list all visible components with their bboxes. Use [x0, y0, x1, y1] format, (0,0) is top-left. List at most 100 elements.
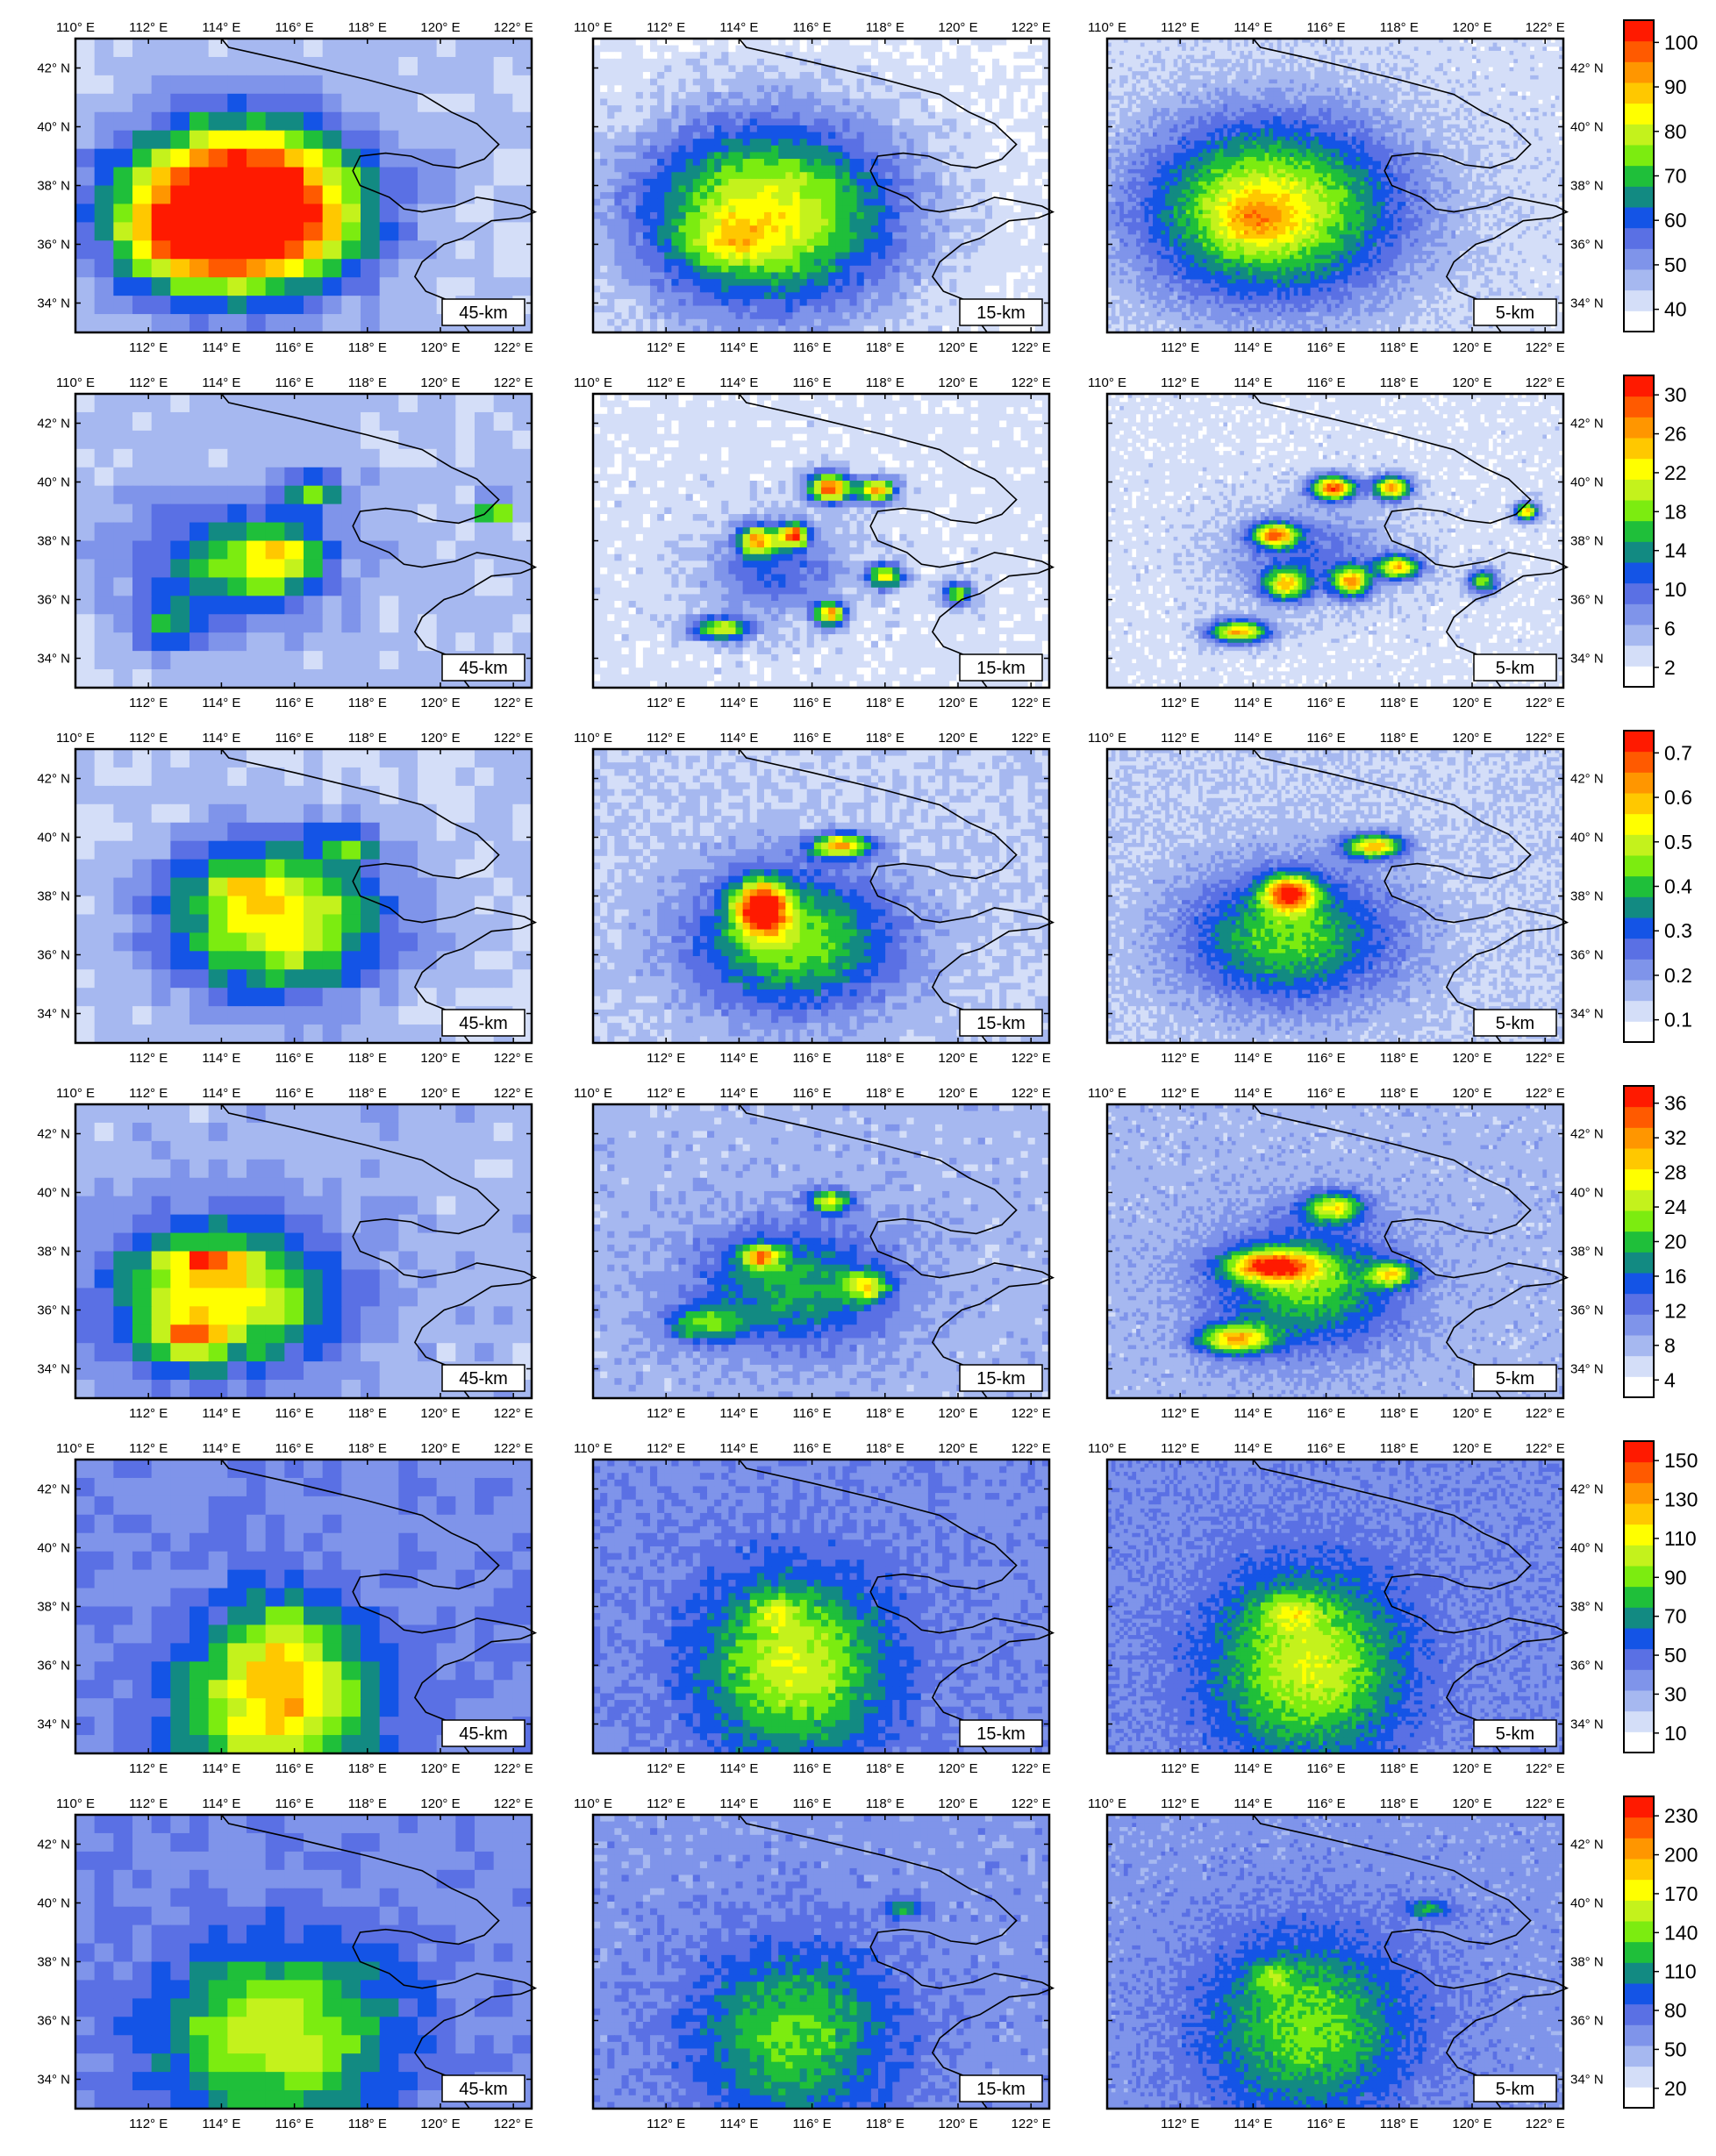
- heatmap-cell: [921, 46, 929, 53]
- heatmap-cell: [636, 92, 644, 99]
- heatmap-cell: [892, 159, 900, 166]
- heatmap-cell: [864, 139, 872, 146]
- heatmap-cell: [607, 139, 615, 146]
- heatmap-cell: [750, 192, 758, 199]
- heatmap-cell: [1013, 99, 1021, 106]
- heatmap-cell: [949, 112, 957, 119]
- heatmap-cell: [629, 159, 637, 166]
- heatmap-cell: [380, 203, 399, 223]
- heatmap-cell: [714, 172, 722, 179]
- heatmap-cell: [743, 186, 751, 193]
- heatmap-cell: [864, 65, 872, 72]
- heatmap-cell: [728, 172, 736, 179]
- heatmap-cell: [942, 219, 950, 226]
- heatmap-cell: [1021, 59, 1029, 66]
- heatmap-cell: [864, 179, 872, 186]
- heatmap-cell: [170, 57, 189, 76]
- heatmap-cell: [600, 159, 608, 166]
- heatmap-cell: [512, 186, 532, 205]
- heatmap-cell: [266, 168, 285, 187]
- heatmap-cell: [757, 219, 765, 226]
- heatmap-cell: [835, 99, 843, 106]
- heatmap-cell: [985, 172, 993, 179]
- heatmap-cell: [629, 112, 637, 119]
- heatmap-cell: [743, 166, 751, 173]
- heatmap-cell: [800, 99, 808, 106]
- heatmap-cell: [835, 192, 843, 199]
- heatmap-cell: [956, 79, 964, 86]
- heatmap-cell: [600, 52, 608, 59]
- heatmap-cell: [971, 186, 979, 193]
- heatmap-cell: [622, 139, 630, 146]
- heatmap-cell: [850, 125, 858, 132]
- heatmap-cell: [914, 179, 922, 186]
- heatmap-cell: [95, 277, 114, 296]
- heatmap-cell: [650, 186, 658, 193]
- heatmap-cell: [700, 125, 708, 132]
- heatmap-cell: [1035, 192, 1043, 199]
- heatmap-cell: [664, 205, 672, 212]
- heatmap-cell: [907, 46, 915, 53]
- heatmap-cell: [323, 314, 342, 333]
- heatmap-cell: [643, 46, 651, 53]
- heatmap-cell: [700, 99, 708, 106]
- heatmap-cell: [850, 52, 858, 59]
- heatmap-cell: [380, 94, 399, 113]
- heatmap-cell: [686, 172, 694, 179]
- heatmap-cell: [657, 105, 665, 112]
- heatmap-cell: [878, 159, 886, 166]
- heatmap-cell: [1006, 212, 1014, 219]
- heatmap-cell: [475, 131, 494, 150]
- heatmap-cell: [757, 212, 765, 219]
- heatmap-cell: [361, 131, 380, 150]
- heatmap-cell: [671, 118, 679, 125]
- heatmap-cell: [935, 132, 943, 139]
- heatmap-cell: [971, 146, 979, 153]
- heatmap-cell: [607, 125, 615, 132]
- heatmap-cell: [1021, 79, 1029, 86]
- heatmap-cell: [857, 99, 865, 106]
- heatmap-cell: [1028, 46, 1036, 53]
- heatmap-cell: [1021, 186, 1029, 193]
- heatmap-cell: [614, 152, 622, 159]
- heatmap-cell: [189, 75, 209, 95]
- heatmap-cell: [842, 105, 850, 112]
- heatmap-cell: [800, 205, 808, 212]
- heatmap-cell: [607, 159, 615, 166]
- heatmap-cell: [636, 125, 644, 132]
- heatmap-cell: [778, 105, 786, 112]
- heatmap-cell: [721, 85, 729, 92]
- heatmap-cell: [914, 92, 922, 99]
- heatmap-cell: [736, 192, 744, 199]
- heatmap-cell: [971, 79, 979, 86]
- heatmap-cell: [949, 52, 957, 59]
- heatmap-cell: [398, 112, 418, 132]
- heatmap-cell: [593, 146, 601, 153]
- heatmap-cell: [864, 112, 872, 119]
- heatmap-cell: [949, 105, 957, 112]
- heatmap-cell: [971, 46, 979, 53]
- heatmap-cell: [793, 146, 801, 153]
- heatmap-cell: [693, 199, 701, 206]
- heatmap-cell: [942, 179, 950, 186]
- heatmap-cell: [892, 65, 900, 72]
- heatmap-cell: [636, 99, 644, 106]
- heatmap-cell: [284, 203, 304, 223]
- heatmap-cell: [956, 146, 964, 153]
- heatmap-cell: [728, 192, 736, 199]
- heatmap-cell: [600, 146, 608, 153]
- heatmap-cell: [607, 99, 615, 106]
- heatmap-cell: [700, 46, 708, 53]
- heatmap-cell: [771, 186, 779, 193]
- heatmap-cell: [835, 52, 843, 59]
- heatmap-cell: [899, 186, 907, 193]
- heatmap-cell: [1013, 159, 1021, 166]
- heatmap-cell: [1006, 46, 1014, 53]
- heatmap-cell: [935, 125, 943, 132]
- heatmap-cell: [671, 65, 679, 72]
- heatmap-cell: [743, 52, 751, 59]
- heatmap-cell: [764, 219, 772, 226]
- heatmap-cell: [247, 203, 266, 223]
- heatmap-cell: [793, 92, 801, 99]
- heatmap-cell: [885, 199, 893, 206]
